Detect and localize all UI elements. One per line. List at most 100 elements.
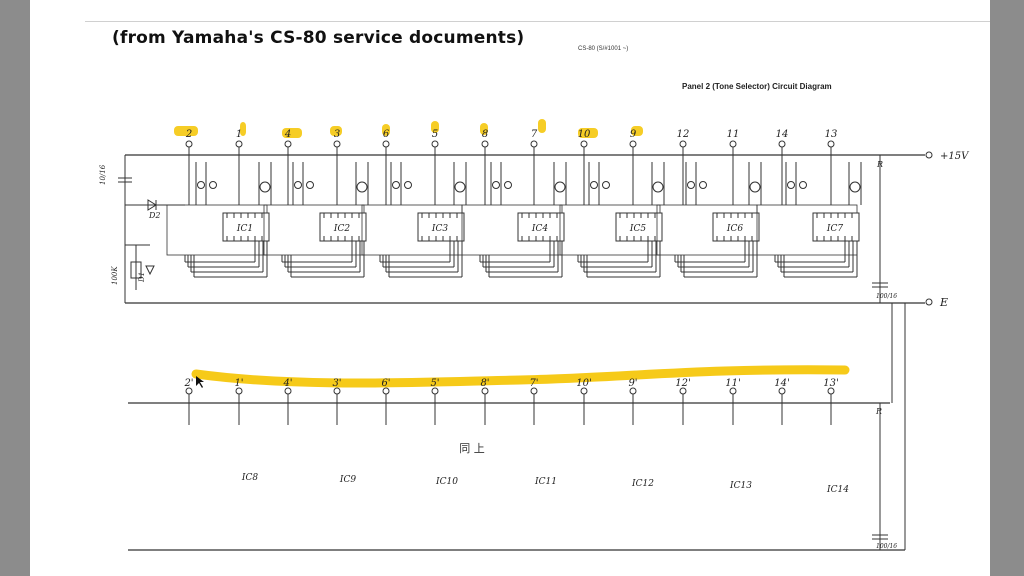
ic-label: IC3 — [431, 224, 448, 234]
right-cap-label: 100/16 — [876, 293, 897, 300]
switch-contact — [504, 181, 512, 189]
bottom-ic-label: IC11 — [534, 477, 557, 487]
document-number: CS-80 (S/#1001 ~) — [578, 46, 629, 52]
left-res-label: 100K — [111, 266, 119, 285]
ic-chip — [712, 212, 760, 242]
switch-contact — [799, 181, 807, 189]
ic-label: IC1 — [236, 224, 253, 234]
bottom-pin-label: 12' — [675, 378, 690, 389]
diode-d1 — [145, 265, 155, 276]
bottom-pin-label: 1' — [234, 378, 243, 389]
top-pin-label: 7 — [531, 129, 538, 140]
lamp-icon — [749, 181, 761, 193]
top-terminal — [530, 140, 538, 148]
switch-contact — [197, 181, 205, 189]
diagram-title: Panel 2 (Tone Selector) Circuit Diagram — [682, 82, 832, 91]
lamp-icon — [849, 181, 861, 193]
lamp-icon — [652, 181, 664, 193]
document-page: (from Yamaha's CS-80 service documents) … — [30, 0, 990, 576]
bottom-pin-label: 7' — [529, 378, 538, 389]
bottom-terminal — [235, 387, 243, 395]
center-note: 同 上 — [459, 442, 485, 455]
bottom-ic-label: IC13 — [729, 481, 752, 491]
ic-chip — [417, 212, 465, 242]
bottom-pin-label: 3' — [332, 378, 341, 389]
bottom-pin-label: 9' — [628, 378, 637, 389]
bottom-pin-label: 14' — [774, 378, 789, 389]
bottom-resistor-label: R — [875, 407, 882, 416]
top-terminal — [333, 140, 341, 148]
ic-chip — [222, 212, 270, 242]
bottom-terminal — [382, 387, 390, 395]
bottom-ic-label: IC12 — [631, 479, 654, 489]
caption: (from Yamaha's CS-80 service documents) — [112, 28, 525, 48]
switch-contact — [687, 181, 695, 189]
switch-contact — [602, 181, 610, 189]
diode-d2 — [147, 199, 157, 211]
bottom-pin-label: 2' — [183, 378, 193, 389]
top-pin-label: 3 — [334, 129, 340, 140]
bottom-cap-label: 100/16 — [876, 543, 897, 550]
top-pin-label: 13 — [825, 129, 838, 140]
top-terminal — [679, 140, 687, 148]
bottom-pin-label: 13' — [823, 378, 838, 389]
bottom-terminal — [679, 387, 687, 395]
top-pin-label: 12 — [677, 129, 690, 140]
top-terminal — [629, 140, 637, 148]
lamp-icon — [259, 181, 271, 193]
top-terminal — [235, 140, 243, 148]
supply-label: +15V — [940, 151, 970, 162]
top-terminal — [382, 140, 390, 148]
top-pin-label: 8 — [482, 129, 488, 140]
top-pin-label: 14 — [776, 129, 789, 140]
highlight-mark — [431, 121, 439, 133]
left-frame — [0, 0, 30, 576]
top-terminal — [481, 140, 489, 148]
lamp-icon — [454, 181, 466, 193]
ic-chip — [517, 212, 565, 242]
bottom-terminal — [827, 387, 835, 395]
highlight-mark — [538, 119, 546, 133]
top-pin-label: 11 — [727, 129, 740, 140]
highlight-mark — [282, 128, 302, 138]
switch-contact — [392, 181, 400, 189]
bottom-ic-label: IC9 — [339, 475, 356, 485]
diode-d2-label: D2 — [148, 211, 161, 220]
top-terminal — [580, 140, 588, 148]
ic-label: IC5 — [629, 224, 646, 234]
ic-label: IC6 — [726, 224, 743, 234]
switch-contact — [209, 181, 217, 189]
highlight-stroke — [191, 365, 850, 388]
top-terminal — [827, 140, 835, 148]
switch-contact — [492, 181, 500, 189]
highlight-mark — [382, 124, 390, 136]
top-pin-label: 10 — [578, 129, 591, 140]
top-terminal — [284, 140, 292, 148]
bottom-ic-label: IC14 — [826, 485, 849, 495]
top-pin-label: 1 — [236, 129, 242, 140]
ic-label: IC4 — [531, 224, 548, 234]
highlight-mark — [480, 123, 488, 135]
diode-d1-label: D1 — [138, 272, 146, 283]
lamp-icon — [554, 181, 566, 193]
ic-chip — [319, 212, 367, 242]
bottom-terminal — [778, 387, 786, 395]
bottom-terminal — [729, 387, 737, 395]
bottom-pin-label: 10' — [576, 378, 591, 389]
bottom-terminal — [284, 387, 292, 395]
top-terminal — [185, 140, 193, 148]
top-pin-label: 4 — [284, 129, 291, 140]
highlight-mark — [578, 128, 598, 138]
highlight-mark — [631, 126, 643, 136]
switch-contact — [294, 181, 302, 189]
top-rule — [85, 21, 990, 22]
highlight-mark — [174, 126, 198, 136]
bottom-pin-label: 4' — [282, 378, 292, 389]
bottom-ic-label: IC8 — [241, 473, 258, 483]
bottom-terminal — [333, 387, 341, 395]
ground-label: E — [939, 296, 948, 309]
bottom-pin-label: 11' — [725, 378, 740, 389]
ic-chip — [615, 212, 663, 242]
ground-terminal — [925, 298, 933, 306]
top-terminal — [431, 140, 439, 148]
